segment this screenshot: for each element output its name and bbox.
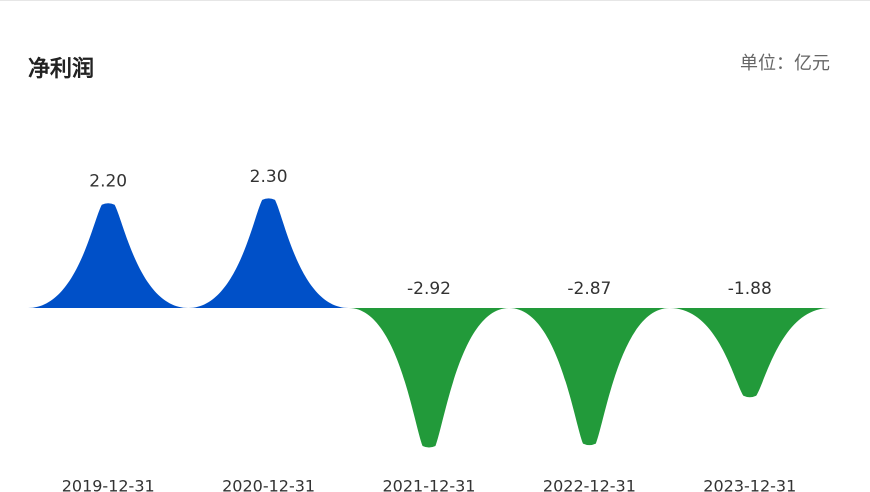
x-tick-label: 2020-12-31 bbox=[222, 477, 315, 492]
unit-label: 单位：亿元 bbox=[740, 53, 830, 74]
bar bbox=[509, 308, 670, 446]
value-label: -1.88 bbox=[728, 279, 772, 299]
x-tick-label: 2019-12-31 bbox=[62, 477, 155, 492]
bar bbox=[669, 308, 830, 398]
value-label: -2.92 bbox=[407, 279, 451, 299]
value-label: 2.20 bbox=[89, 172, 127, 192]
chart-title: 净利润 bbox=[28, 56, 94, 82]
x-tick-label: 2023-12-31 bbox=[703, 477, 796, 492]
bar bbox=[348, 308, 510, 448]
x-tick-label: 2021-12-31 bbox=[383, 477, 476, 492]
x-tick-label: 2022-12-31 bbox=[543, 477, 636, 492]
value-label: 2.30 bbox=[250, 167, 288, 187]
bar bbox=[188, 198, 349, 308]
value-label: -2.87 bbox=[567, 279, 611, 299]
bar bbox=[28, 203, 189, 308]
